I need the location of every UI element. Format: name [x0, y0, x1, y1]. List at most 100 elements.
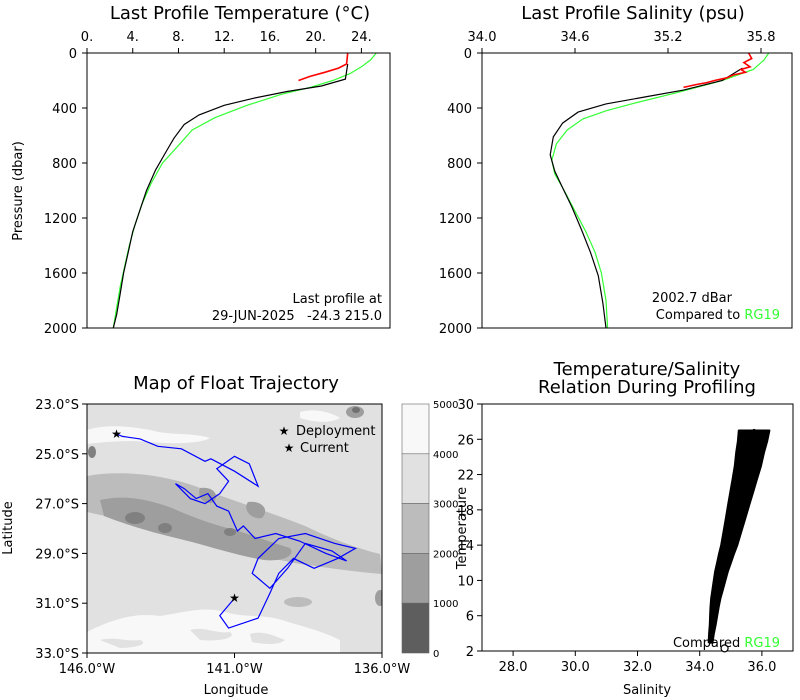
y-tick-label: 23.0°S	[35, 398, 79, 413]
y-tick-label: 6	[466, 610, 474, 625]
ts-data-point	[733, 517, 738, 521]
ts-data-point	[746, 464, 750, 468]
y-tick-label: 400	[52, 102, 77, 117]
salinity-profile-panel: Last Profile Salinity (psu) 34.0 34.6 35.2…	[439, 3, 793, 337]
colorbar-tick-label: 3000	[433, 500, 458, 511]
y-tick-label: 31.0°S	[35, 597, 79, 612]
profile-series-line	[112, 63, 349, 329]
colorbar-tick-label: 4000	[433, 450, 458, 461]
deployment-legend-star: ★	[279, 424, 290, 438]
y-tick-label: 800	[447, 157, 472, 172]
ts-data-point	[719, 570, 724, 574]
longitude-axis-label: Longitude	[204, 683, 269, 698]
x-tick-label: 16.	[260, 30, 281, 45]
y-tick-label: 0	[69, 47, 77, 62]
temperature-profile-panel: Last Profile Temperature (°C) 0. 4. 8. 12. 1…	[11, 3, 391, 337]
ts-data-point	[751, 439, 755, 443]
x-tick-label: 28.0	[499, 660, 528, 675]
temperature-annotation-line-2: 29-JUN-2025 -24.3 215.0	[212, 309, 382, 324]
ts-data-point	[727, 543, 731, 547]
ts-data-point	[743, 477, 747, 481]
y-tick-label: 0	[464, 47, 472, 62]
ts-chart-title: Temperature/Salinity	[553, 359, 741, 380]
colorbar-band	[401, 403, 430, 455]
colorbar-tick-label: 1000	[433, 599, 458, 610]
deployment-marker: ★	[229, 591, 240, 605]
deployment-legend-label: Deployment	[296, 424, 376, 439]
y-tick-label: 14	[457, 539, 474, 554]
current-legend-label: Current	[300, 441, 349, 456]
x-tick-label: 34.0	[685, 660, 714, 675]
x-tick-label: 35.2	[654, 30, 683, 45]
salinity-plot-frame	[481, 52, 793, 329]
salinity-compared-label: Compared to	[656, 308, 745, 323]
y-tick-label: 1600	[439, 267, 472, 282]
ts-data-point	[748, 450, 752, 455]
y-tick-label: 2000	[44, 322, 77, 337]
ts-data-point	[712, 614, 716, 618]
ts-data-point	[752, 428, 756, 433]
y-tick-label: 33.0°S	[35, 647, 79, 662]
x-tick-label: 32.0	[623, 660, 652, 675]
ts-rg19-label: RG19	[744, 636, 780, 651]
latitude-axis-label: Latitude	[1, 501, 16, 555]
colorbar-band	[401, 553, 430, 604]
rg19-reference-point	[720, 644, 729, 653]
ts-data-point	[709, 640, 713, 644]
y-tick-label: 29.0°S	[35, 547, 79, 562]
ts-data-point	[714, 596, 718, 600]
y-tick-label: 27.0°S	[35, 498, 79, 513]
ts-data-point	[718, 578, 722, 583]
colorbar-tick-label: 5000	[433, 400, 458, 411]
pressure-axis-label: Pressure (dbar)	[11, 141, 26, 241]
x-tick-label: 146.0°W	[59, 662, 116, 677]
temperature-axis-label: Temperature	[455, 487, 470, 570]
y-tick-label: 10	[457, 574, 474, 589]
x-tick-label: 12.	[214, 30, 235, 45]
depth-colorbar: 5000 4000 3000 2000 1000 0	[401, 400, 458, 660]
salinity-axis-label: Salinity	[623, 683, 671, 698]
y-tick-label: 2000	[439, 322, 472, 337]
y-tick-label: 1600	[44, 267, 77, 282]
x-tick-label: 141.0°W	[206, 662, 263, 677]
ts-sample-cloud	[707, 429, 771, 644]
x-tick-label: 20.	[305, 30, 326, 45]
x-tick-label: 0.	[81, 30, 93, 45]
x-tick-label: 36.0	[747, 660, 776, 675]
ts-relation-panel: Temperature/Salinity Relation During Pro…	[455, 359, 794, 698]
ts-data-point	[740, 490, 744, 494]
bathymetry-shading	[87, 404, 382, 653]
y-tick-label: 1200	[439, 212, 472, 227]
ts-data-point	[730, 530, 735, 534]
ts-chart-subtitle: Relation During Profiling	[538, 377, 756, 398]
y-tick-label: 22	[457, 469, 474, 484]
y-tick-label: 800	[52, 157, 77, 172]
ts-data-point	[722, 561, 726, 565]
ts-data-point	[716, 587, 720, 591]
y-tick-label: 1200	[44, 212, 77, 227]
ts-data-point	[711, 622, 715, 627]
y-tick-label: 2	[466, 645, 474, 660]
y-tick-label: 26	[457, 433, 474, 448]
ts-compared-label: Compared	[673, 636, 744, 651]
salinity-annotation-line-2: Compared to RG19	[656, 308, 780, 323]
trajectory-map-panel: Map of Float Trajectory	[1, 373, 458, 698]
y-tick-label: 400	[447, 102, 472, 117]
y-tick-label: 18	[457, 504, 474, 519]
ts-data-point	[709, 631, 714, 636]
current-position-marker: ★	[111, 427, 122, 441]
current-legend-star: ★	[284, 441, 295, 455]
temperature-annotation-line-1: Last profile at	[293, 292, 382, 307]
x-tick-label: 8.	[172, 30, 184, 45]
y-tick-label: 30	[457, 398, 474, 413]
ts-data-point	[724, 552, 729, 556]
float-trajectory-line	[116, 433, 358, 629]
x-tick-label: 24.	[351, 30, 372, 45]
salinity-annotation-line-1: 2002.7 dBar	[652, 291, 733, 306]
flagged-series-line	[298, 52, 349, 82]
y-tick-label: 25.0°S	[35, 448, 79, 463]
rg19-series-line	[112, 52, 377, 329]
ts-annotation: Compared RG19	[673, 636, 780, 651]
ts-data-point	[737, 503, 741, 507]
